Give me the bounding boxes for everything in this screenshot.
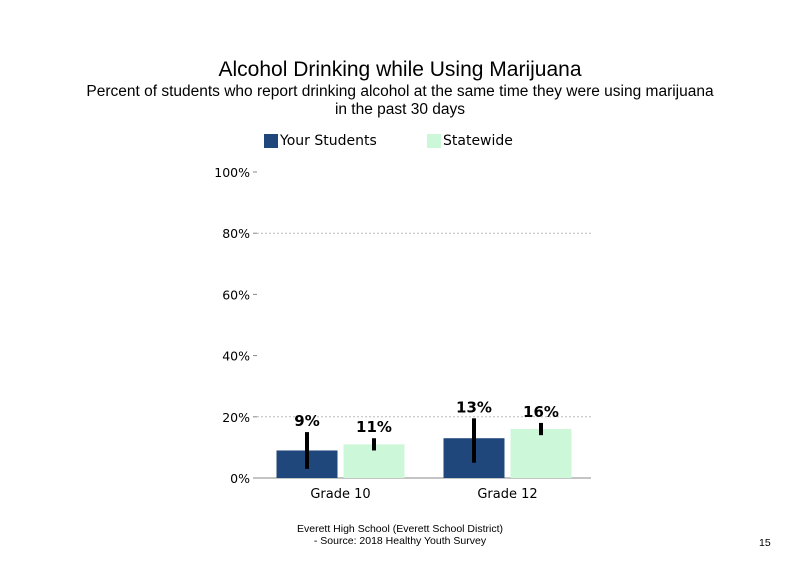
legend-label-your-students: Your Students	[280, 133, 377, 149]
chart-subtitle: Percent of students who report drinking …	[50, 83, 750, 119]
bar	[510, 429, 572, 478]
data-label: 13%	[456, 398, 492, 416]
legend-item-your-students: Your Students	[264, 133, 377, 149]
legend-swatch-your-students	[264, 134, 278, 148]
y-tick-label: 80%	[222, 226, 250, 241]
page-number: 15	[759, 537, 771, 549]
legend-swatch-statewide	[427, 134, 441, 148]
data-label: 11%	[356, 418, 392, 436]
legend-label-statewide: Statewide	[443, 133, 513, 149]
x-tick-label: Grade 10	[310, 487, 370, 502]
data-label: 9%	[294, 412, 319, 430]
subtitle-line-2: in the past 30 days	[334, 101, 466, 118]
y-tick-label: 60%	[222, 287, 250, 302]
y-tick-label: 100%	[214, 165, 250, 180]
footer-school: Everett High School (Everett School Dist…	[297, 523, 503, 535]
y-tick-label: 0%	[230, 471, 250, 486]
legend-item-statewide: Statewide	[427, 133, 513, 149]
subtitle-line-1: Percent of students who report drinking …	[86, 83, 714, 100]
chart-title: Alcohol Drinking while Using Marijuana	[218, 58, 582, 81]
data-label: 16%	[523, 403, 559, 421]
x-tick-label: Grade 12	[477, 487, 537, 502]
chart-legend: Your Students Statewide	[0, 133, 800, 153]
footer: Everett High School (Everett School Dist…	[230, 523, 570, 547]
y-tick-label: 40%	[222, 349, 250, 364]
y-tick-label: 20%	[222, 410, 250, 425]
footer-source: - Source: 2018 Healthy Youth Survey	[313, 535, 487, 547]
